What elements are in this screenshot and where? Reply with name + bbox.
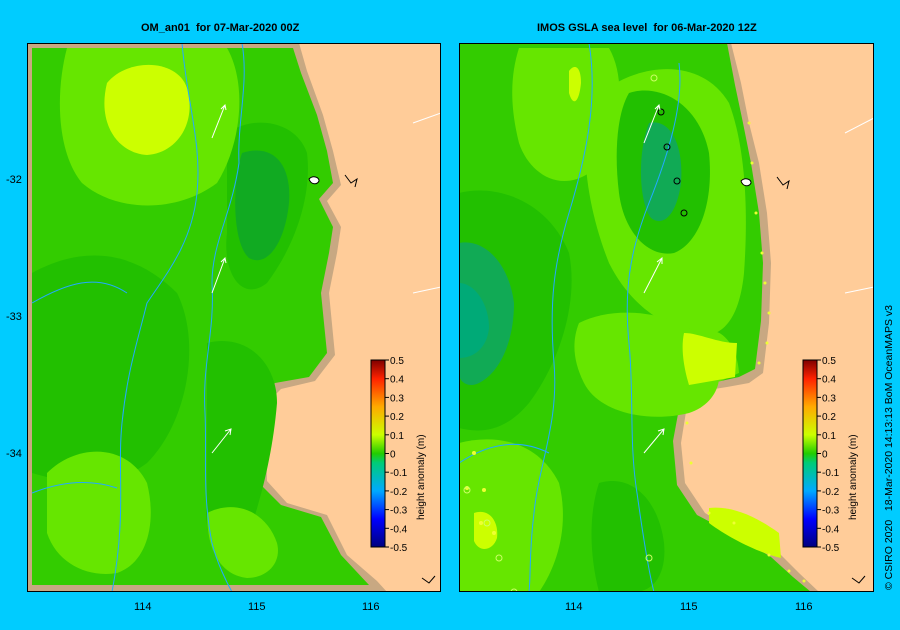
- right-observation-markers: [657, 108, 688, 217]
- y-tick-label: -34: [6, 448, 22, 460]
- left-cb-label: 0.2: [390, 412, 404, 423]
- left-map-title: OM_an01 for 07-Mar-2020 00Z: [141, 22, 300, 34]
- right-colorbar-title: height anomaly (m): [848, 434, 859, 520]
- right-cb-label: -0.2: [822, 487, 840, 498]
- left-cb-label: -0.2: [390, 487, 408, 498]
- right-cb-label: 0.5: [822, 356, 836, 367]
- x-tick-label: 114: [565, 601, 583, 613]
- left-colorbar-ticks: [385, 359, 389, 548]
- left-colorbar-title: height anomaly (m): [416, 434, 427, 520]
- x-tick-label: 116: [795, 601, 813, 613]
- right-cb-label: -0.3: [822, 506, 840, 517]
- y-tick-label: -33: [6, 311, 22, 323]
- right-cb-label: -0.5: [822, 543, 840, 554]
- right-cb-label: 0.4: [822, 375, 836, 386]
- left-cb-label: -0.3: [390, 506, 408, 517]
- left-cb-label: 0.3: [390, 393, 404, 404]
- left-colorbar: 0.5 0.4 0.3 0.2 0.1 0 -0.1 -0.2 -0.3 -0.…: [370, 356, 427, 554]
- credit-text: © CSIRO 2020 18-Mar-2020 14:13:13 BoM Oc…: [883, 305, 895, 590]
- left-cb-label: 0.4: [390, 375, 404, 386]
- right-cb-label: 0.1: [822, 431, 836, 442]
- right-colorbar: 0.5 0.4 0.3 0.2 0.1 0 -0.1 -0.2 -0.3 -0.…: [802, 356, 859, 554]
- left-sea-level-map: 0.5 0.4 0.3 0.2 0.1 0 -0.1 -0.2 -0.3 -0.…: [27, 43, 441, 592]
- y-tick-label: -32: [6, 174, 22, 186]
- left-cb-label: 0.5: [390, 356, 404, 367]
- right-colorbar-ticks: [817, 359, 821, 548]
- left-cb-label: -0.4: [390, 524, 408, 535]
- x-tick-label: 115: [248, 601, 266, 613]
- x-tick-label: 116: [362, 601, 380, 613]
- right-sea-level-map: 0.5 0.4 0.3 0.2 0.1 0 -0.1 -0.2 -0.3 -0.…: [459, 43, 874, 592]
- right-map-title: IMOS GSLA sea level for 06-Mar-2020 12Z: [537, 22, 757, 34]
- left-cb-label: -0.1: [390, 468, 408, 479]
- right-cb-label: -0.1: [822, 468, 840, 479]
- right-cb-label: 0.3: [822, 393, 836, 404]
- right-cb-label: 0.2: [822, 412, 836, 423]
- right-cb-label: -0.4: [822, 524, 840, 535]
- x-tick-label: 115: [680, 601, 698, 613]
- right-velocity-arrows: [643, 103, 665, 454]
- left-cb-label: -0.5: [390, 543, 408, 554]
- left-cb-label: 0: [390, 450, 396, 461]
- right-cb-label: 0: [822, 450, 828, 461]
- left-cb-label: 0.1: [390, 431, 404, 442]
- left-velocity-arrows: [211, 103, 232, 454]
- x-tick-label: 114: [134, 601, 152, 613]
